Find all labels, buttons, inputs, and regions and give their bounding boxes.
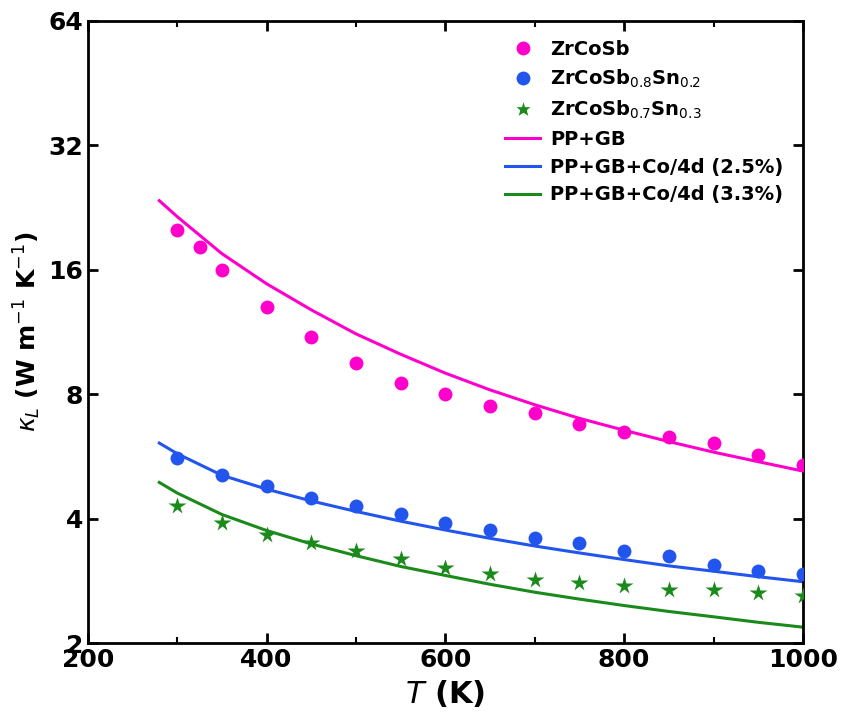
Legend: ZrCoSb, ZrCoSb$_{0.8}$Sn$_{0.2}$, ZrCoSb$_{0.7}$Sn$_{0.3}$, PP+GB, PP+GB+Co/4d (: ZrCoSb, ZrCoSb$_{0.8}$Sn$_{0.2}$, ZrCoSb… [496,30,793,214]
X-axis label: $\it{T}$ (K): $\it{T}$ (K) [405,678,486,709]
Y-axis label: $\kappa_L$ (W m$^{-1}$ K$^{-1}$): $\kappa_L$ (W m$^{-1}$ K$^{-1}$) [11,232,42,432]
